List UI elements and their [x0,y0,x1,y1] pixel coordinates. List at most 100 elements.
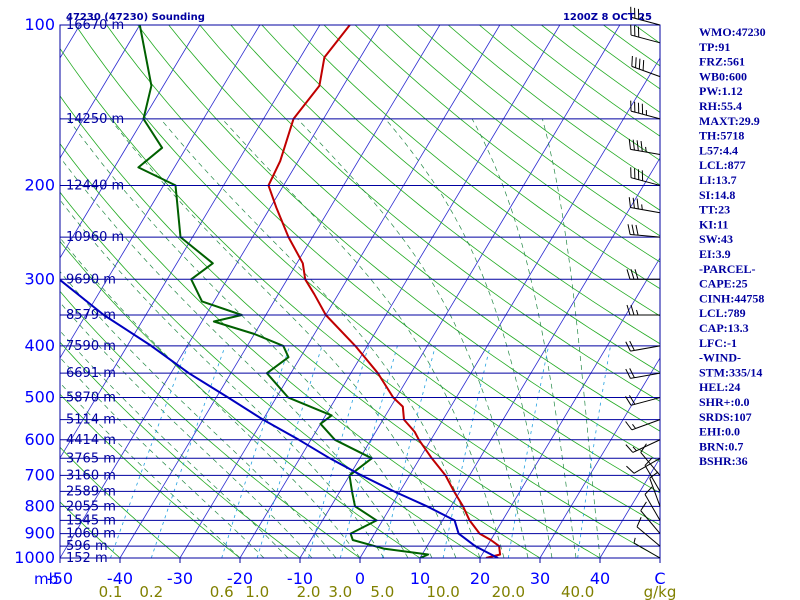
moist-adiabat-line [221,118,505,558]
wind-barb-feather [628,138,631,150]
mixing-ratio-tick-label: 5.0 [370,583,394,600]
pressure-tick-label: 400 [24,336,55,355]
moist-adiabat-line [60,271,337,558]
index-line: FRZ:561 [699,55,745,69]
index-line: STM:335/14 [699,365,762,379]
temperature-tick-label: -20 [227,569,253,588]
wind-barb-half-feather [645,146,647,153]
isotherm-line [60,25,141,159]
height-label: 5114 m [66,413,116,428]
index-line: SRDS:107 [699,410,752,424]
wind-barb-feather [644,486,653,495]
pressure-tick-label: 300 [24,269,55,288]
wind-barb-feather [631,55,633,67]
dry-adiabat-line [60,393,241,558]
isotherm-line [60,25,201,259]
mixing-ratio-tick-label: 0.6 [210,583,234,600]
temperature-tick-label: -30 [167,569,193,588]
wind-barb [636,517,661,547]
wind-barb-feather [640,140,643,152]
pressure-tick-label: 900 [24,524,55,543]
height-label: 14250 m [66,112,124,127]
height-label: 1060 m [66,527,116,542]
wind-barb-feather [635,57,637,68]
wind-barb [644,457,661,492]
dry-adiabat-line [261,25,660,345]
moist-adiabat-line [297,118,529,558]
index-line: BSHR:36 [699,454,748,468]
sounding-time: 1200Z 8 OCT 25 [563,12,652,23]
temperature-tick-label: C [654,569,665,588]
wind-barb [627,224,661,238]
wind-barb-feather [630,304,635,316]
dry-adiabat-line [60,95,601,558]
wind-barb-staff [630,345,661,352]
mixing-ratio-tick-label: 20.0 [492,583,525,600]
wind-barb [628,197,661,214]
moist-adiabat-line [542,118,601,558]
wind-barb-feather [634,269,639,280]
dry-adiabat-line [60,446,181,558]
wind-barb-staff [630,207,661,214]
height-label: 596 m [66,539,108,554]
dry-adiabat-line [60,143,541,558]
wind-barb-half-feather [636,309,639,316]
dry-adiabat-line [137,25,660,463]
wind-barb-half-feather [632,446,637,452]
wind-barb [626,269,660,280]
wind-barb-staff [630,397,661,406]
wind-barb-feather [626,465,635,474]
wind-barb-staff [640,452,661,476]
height-label: 10960 m [66,230,124,245]
moist-adiabat-line [109,118,457,558]
moist-adiabat-line [60,330,289,558]
wind-barb-staff [630,110,661,120]
moist-adiabat-line [60,382,241,558]
temperature-tick-label: -50 [47,569,73,588]
mixing-ratio-tick-label: 0.2 [139,583,163,600]
mixing-ratio-tick-label: 2.0 [297,583,321,600]
pressure-tick-label: 800 [24,496,55,515]
height-label: 6691 m [66,366,116,381]
temperature-tick-label: 40 [590,569,610,588]
isotherm-line [359,57,660,558]
wind-barb-feather [635,224,639,236]
temperature-tick-label: 30 [530,569,550,588]
wind-barb [625,368,661,379]
wind-barb-half-feather [632,424,636,429]
isotherm-line [60,25,321,459]
station-title: 47230 (47230) Sounding [66,12,205,23]
wind-barb-feather [640,443,647,453]
wind-barb-staff [632,439,661,453]
wind-barb-feather [625,368,631,379]
pressure-tick-label: 100 [24,15,55,34]
moist-adiabat-line [60,156,409,558]
wind-barb [625,340,661,352]
height-label: 1545 m [66,513,116,528]
temperature-tick-label: -40 [107,569,133,588]
wind-barb-feather [642,60,645,71]
wind-barb [640,443,661,476]
isotherm-line [239,25,561,558]
index-line: SI:14.8 [699,188,735,202]
moist-adiabat-line [60,237,361,558]
wind-barb-staff [631,419,661,431]
moist-adiabat-line [471,118,577,558]
wind-barb-half-feather [641,204,643,210]
height-label: 3765 m [66,451,116,466]
wind-barb [626,457,661,474]
wind-barb-feather [628,197,631,208]
moist-adiabat-line [160,118,481,558]
dry-adiabat-line [199,25,660,402]
index-line: BRN:0.7 [699,439,743,453]
index-line: TP:91 [699,40,730,54]
index-line: L57:4.4 [699,143,738,157]
wind-barb-staff [636,526,661,547]
height-label: 2589 m [66,484,116,499]
wind-barb-feather [629,368,635,378]
dry-adiabat-line [60,501,121,558]
height-label: 4414 m [66,433,116,448]
